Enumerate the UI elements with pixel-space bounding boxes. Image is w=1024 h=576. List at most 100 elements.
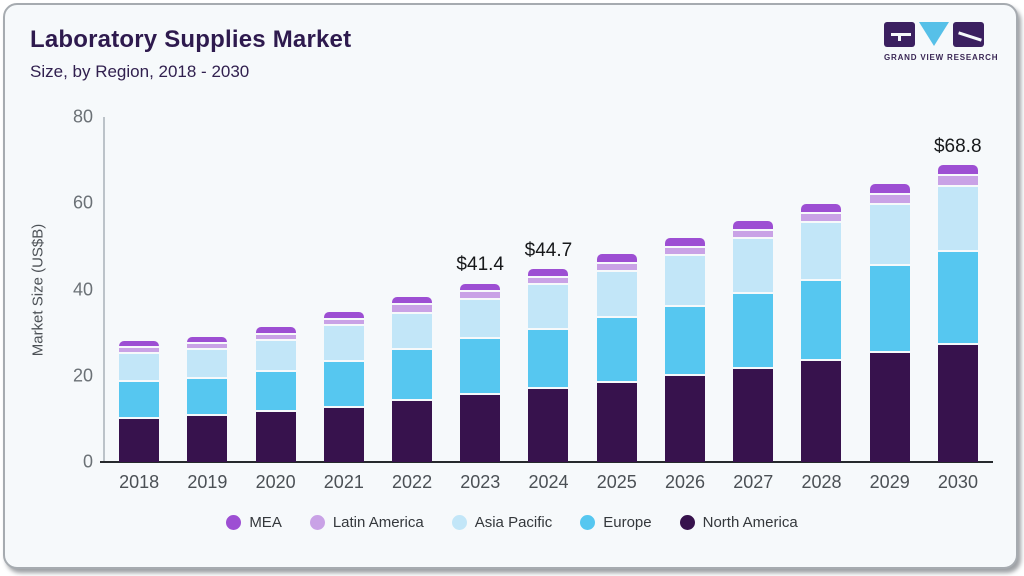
bar-segment-asia-pacific-2024 — [528, 283, 569, 328]
bar-stack-2022 — [391, 296, 432, 462]
bar-value-label-2030: $68.8 — [933, 136, 982, 158]
bar-segment-europe-2029 — [869, 264, 910, 352]
chart-card — [3, 3, 1018, 569]
page-subtitle: Size, by Region, 2018 - 2030 — [30, 62, 250, 81]
y-tick-0: 0 — [82, 451, 93, 472]
bar-segment-asia-pacific-2029 — [869, 202, 910, 265]
bar-segment-latin-america-2029 — [869, 192, 910, 203]
bar-segment-latin-america-2023 — [460, 290, 501, 299]
bar-2019 — [187, 117, 228, 462]
bar-stack-2030 — [937, 165, 978, 462]
bar-segment-europe-2020 — [255, 369, 296, 411]
bar-2026 — [664, 117, 705, 462]
bar-2028 — [801, 117, 842, 462]
bar-segment-europe-2023 — [460, 337, 501, 393]
legend-dot-latin-america — [309, 515, 325, 530]
bar-segment-north-america-2020 — [255, 410, 296, 462]
bar-segment-north-america-2025 — [596, 380, 637, 462]
bar-stack-2025 — [596, 254, 637, 462]
bar-segment-mea-2023 — [460, 283, 501, 291]
bar-stack-2019 — [187, 336, 228, 462]
bar-stack-2020 — [255, 327, 296, 462]
page-title: Laboratory Supplies Market — [30, 26, 352, 53]
bar-2029 — [869, 117, 910, 462]
bar-segment-mea-2018 — [119, 341, 160, 347]
bar-segment-mea-2021 — [323, 311, 364, 318]
bar-segment-north-america-2019 — [187, 413, 228, 462]
bar-segment-latin-america-2018 — [119, 346, 160, 353]
bar-segment-latin-america-2022 — [391, 303, 432, 312]
bar-segment-mea-2027 — [733, 220, 774, 230]
x-axis-label-2024: 2024 — [528, 472, 569, 492]
y-tick-20: 20 — [72, 365, 93, 386]
bar-segment-europe-2026 — [664, 305, 705, 374]
bar-segment-latin-america-2019 — [187, 342, 228, 349]
bar-segment-latin-america-2024 — [528, 275, 569, 284]
bar-segment-north-america-2022 — [391, 399, 432, 462]
legend-item-north-america: North America — [679, 514, 798, 531]
x-axis-label-2022: 2022 — [392, 472, 433, 492]
bar-segment-europe-2022 — [391, 347, 432, 400]
bar-segment-asia-pacific-2023 — [460, 298, 501, 338]
bar-segment-north-america-2021 — [323, 405, 364, 462]
y-axis-line — [103, 117, 105, 462]
y-tick-60: 60 — [72, 192, 93, 213]
bar-stack-2018 — [119, 341, 160, 462]
bar-segment-latin-america-2027 — [733, 229, 774, 238]
bar-segment-mea-2019 — [187, 336, 228, 343]
bar-segment-north-america-2024 — [528, 386, 569, 462]
logo-text: GRAND VIEW RESEARCH — [884, 53, 999, 62]
logo-letter-v-icon — [919, 22, 949, 46]
legend-label-europe: Europe — [603, 514, 652, 531]
bar-segment-mea-2030 — [937, 165, 978, 175]
x-axis-label-2021: 2021 — [323, 472, 364, 492]
bar-segment-north-america-2030 — [937, 342, 978, 462]
bar-segment-latin-america-2020 — [255, 332, 296, 339]
bar-2024: $44.7 — [525, 117, 572, 462]
bar-value-label-2024: $44.7 — [524, 240, 573, 262]
bar-segment-mea-2029 — [869, 183, 910, 193]
legend-item-latin-america: Latin America — [309, 514, 424, 531]
bar-segment-asia-pacific-2021 — [323, 323, 364, 361]
bar-segment-europe-2021 — [323, 360, 364, 406]
bar-segment-north-america-2028 — [801, 358, 842, 462]
legend-label-north-america: North America — [702, 514, 798, 531]
x-axis-labels: 2018 2019 2020 2021 2022 2023 2024 2025 2026 2027… — [105, 472, 992, 493]
bar-segment-asia-pacific-2018 — [119, 352, 160, 380]
legend-label-latin-america: Latin America — [332, 514, 424, 531]
bar-segment-europe-2025 — [596, 315, 637, 381]
bar-segment-mea-2024 — [528, 269, 569, 276]
bar-segment-latin-america-2021 — [323, 317, 364, 324]
bar-segment-latin-america-2026 — [664, 245, 705, 255]
bar-segment-mea-2020 — [255, 327, 296, 333]
x-axis-label-2027: 2027 — [733, 472, 774, 492]
chart-legend: MEA Latin America Asia Pacific Europe North … — [0, 514, 1024, 531]
x-axis-label-2019: 2019 — [187, 472, 228, 492]
bar-segment-asia-pacific-2030 — [937, 184, 978, 250]
legend-item-europe: Europe — [580, 514, 652, 531]
x-axis-label-2028: 2028 — [801, 472, 842, 492]
bar-2030: $68.8 — [934, 117, 982, 462]
bar-segment-mea-2028 — [801, 203, 842, 213]
bar-2023: $41.4 — [456, 117, 504, 462]
legend-label-asia-pacific: Asia Pacific — [474, 514, 553, 531]
bar-segment-asia-pacific-2019 — [187, 348, 228, 377]
bar-segment-europe-2027 — [733, 291, 774, 367]
bar-segment-north-america-2029 — [869, 351, 910, 462]
logo-letter-r-icon — [953, 22, 984, 47]
bar-2025 — [596, 117, 637, 462]
bar-2022 — [391, 117, 432, 462]
bar-2027 — [733, 117, 774, 462]
bar-stack-2029 — [869, 183, 910, 462]
bar-segment-mea-2026 — [664, 237, 705, 246]
bar-segment-asia-pacific-2025 — [596, 269, 637, 316]
bar-plot-area: $41.4 $44.7 $68.8 — [105, 117, 992, 462]
gvr-logo: GRAND VIEW RESEARCH — [884, 22, 999, 62]
y-axis-ticks: 0 20 40 60 80 — [40, 0, 93, 576]
bar-segment-north-america-2026 — [664, 373, 705, 462]
logo-letter-g-icon — [884, 22, 915, 47]
bar-segment-asia-pacific-2020 — [255, 338, 296, 370]
bar-segment-asia-pacific-2026 — [664, 254, 705, 306]
bar-segment-europe-2019 — [187, 376, 228, 414]
bar-segment-latin-america-2028 — [801, 212, 842, 222]
